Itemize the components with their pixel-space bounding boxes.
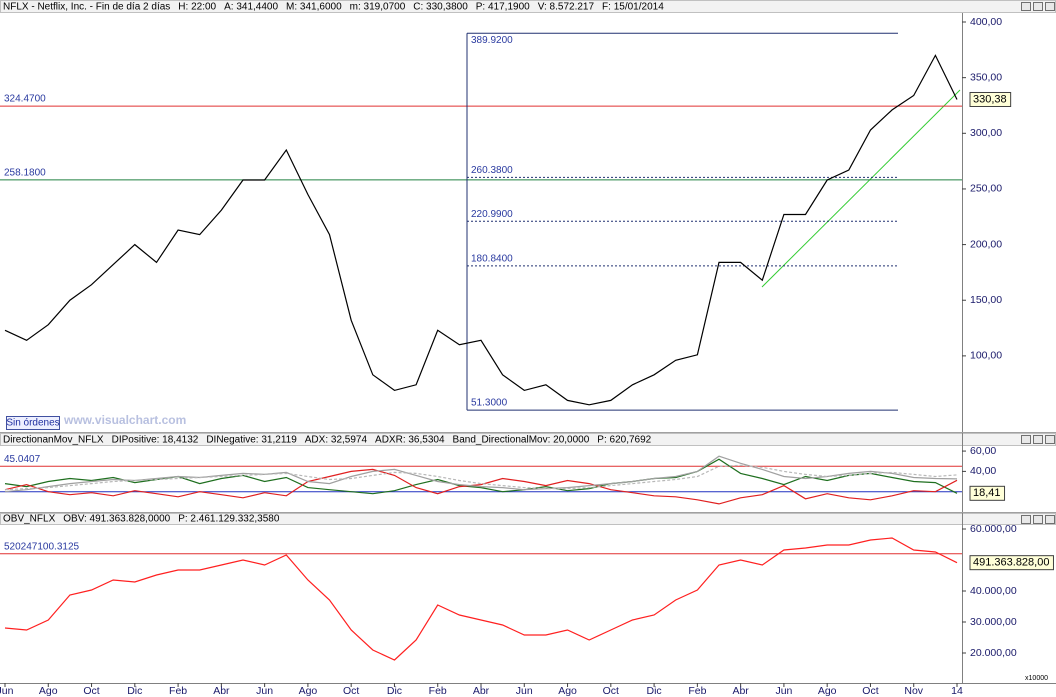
y-tick-label: 40.000,00 [970, 585, 1017, 597]
last-value-box [969, 91, 1012, 107]
minimize-button[interactable] [1021, 515, 1031, 524]
close-button[interactable] [1045, 515, 1055, 524]
fib-label: 220.9900 [471, 209, 513, 220]
x-tick-label: Dic [387, 685, 402, 697]
x-tick-label: Oct [862, 685, 878, 697]
window-buttons [1021, 2, 1055, 524]
close-button[interactable] [1045, 435, 1055, 444]
header-item: OBV: 491.363.828,0000 [63, 514, 170, 525]
series-line [4, 537, 958, 661]
level-label: 520247100.3125 [4, 541, 80, 552]
last-value-box [969, 485, 1006, 501]
last-value-label: 491.363.828,00 [973, 557, 1049, 569]
trend-line [761, 89, 961, 288]
x-tick-label: Feb [429, 685, 447, 697]
header-item: DIPositive: 18,4132 [112, 435, 199, 446]
x-tick-label: Abr [213, 685, 230, 697]
y-tick-label: 150,00 [970, 294, 1002, 306]
x-tick-label: Dic [127, 685, 142, 697]
x-tick-label: Feb [688, 685, 706, 697]
header-item: M: 341,6000 [286, 2, 342, 13]
header-item: OBV_NFLX [3, 514, 56, 525]
series-line [4, 455, 958, 493]
x-tick-label: Dic [647, 685, 662, 697]
series-line [4, 468, 958, 505]
x-tick-label: Nov [904, 685, 923, 697]
header-item: ADXR: 36,5304 [375, 435, 445, 446]
maximize-button[interactable] [1033, 515, 1043, 524]
header-item: C: 330,3800 [413, 2, 468, 13]
y-tick-label: 350,00 [970, 71, 1002, 83]
maximize-button[interactable] [1033, 2, 1043, 11]
x-tick-label: Ago [558, 685, 577, 697]
y-tick-label: 400,00 [970, 16, 1002, 28]
x-tick-label: Jun [256, 685, 273, 697]
orders-button[interactable] [6, 416, 60, 430]
x-tick-label: Oct [83, 685, 99, 697]
header-item: F: 15/01/2014 [602, 2, 664, 13]
header-item: Band_DirectionalMov: 20,0000 [453, 435, 590, 446]
header-item: DirectionanMov_NFLX [3, 435, 104, 446]
header-item: NFLX - Netflix, Inc. - Fin de día 2 días [3, 2, 170, 13]
x-tick-label: 14 [951, 685, 963, 697]
header-item: V: 8.572.217 [538, 2, 595, 13]
fib-label: 180.8400 [471, 254, 513, 265]
orders-button-label: Sin órdenes [6, 418, 59, 429]
last-value-label: 18,41 [973, 487, 1001, 499]
x-tick-label: Oct [343, 685, 359, 697]
minimize-button[interactable] [1021, 435, 1031, 444]
last-value-tag: 491.363.828,00 [969, 555, 1054, 571]
y-tick-label: 20.000,00 [970, 647, 1017, 659]
series-line [4, 54, 958, 406]
level-label: 324.4700 [4, 94, 46, 105]
header-item: P: 620,7692 [597, 435, 651, 446]
y-tick-label: 60.000,00 [970, 523, 1017, 535]
minimize-button[interactable] [1021, 2, 1031, 11]
header-item: A: 341,4400 [224, 2, 278, 13]
y-tick-label: 30.000,00 [970, 616, 1017, 628]
y-tick-label: 250,00 [970, 183, 1002, 195]
fib-label: 260.3800 [471, 165, 513, 176]
last-value-box [969, 555, 1054, 571]
maximize-button[interactable] [1033, 435, 1043, 444]
y-tick-label: 40,00 [970, 465, 996, 477]
last-value-tag: 18,41 [969, 485, 1006, 501]
y-tick-label: 200,00 [970, 238, 1002, 250]
y-tick-label: 60,00 [970, 445, 996, 457]
header-item: DINegative: 31,2119 [206, 435, 297, 446]
level-label: 45.0407 [4, 454, 41, 465]
close-button[interactable] [1045, 2, 1055, 11]
fib-label: 389.9200 [471, 35, 513, 46]
fib-label: 51.3000 [471, 398, 508, 409]
x-tick-label: Ago [299, 685, 318, 697]
x-tick-label: Jun [0, 685, 14, 697]
last-value-label: 330,38 [973, 93, 1007, 105]
watermark: www.visualchart.com [63, 413, 186, 427]
scale-note: x10000 [1025, 675, 1048, 682]
series-line [4, 458, 958, 495]
y-tick-label: 100,00 [970, 350, 1002, 362]
x-tick-label: Jun [516, 685, 533, 697]
header-item: ADX: 32,5974 [305, 435, 368, 446]
header-item: P: 417,1900 [476, 2, 530, 13]
x-tick-label: Abr [732, 685, 749, 697]
level-label: 258.1800 [4, 167, 46, 178]
x-tick-label: Abr [473, 685, 490, 697]
header-item: m: 319,0700 [350, 2, 406, 13]
last-value-tag: 330,38 [969, 91, 1012, 107]
x-tick-label: Jun [775, 685, 792, 697]
header-item: P: 2.461.129.332,3580 [178, 514, 280, 525]
x-tick-label: Oct [603, 685, 619, 697]
header-item: H: 22:00 [178, 2, 216, 13]
y-tick-label: 300,00 [970, 127, 1002, 139]
x-tick-label: Feb [169, 685, 187, 697]
x-tick-label: Ago [39, 685, 58, 697]
x-tick-label: Ago [818, 685, 837, 697]
